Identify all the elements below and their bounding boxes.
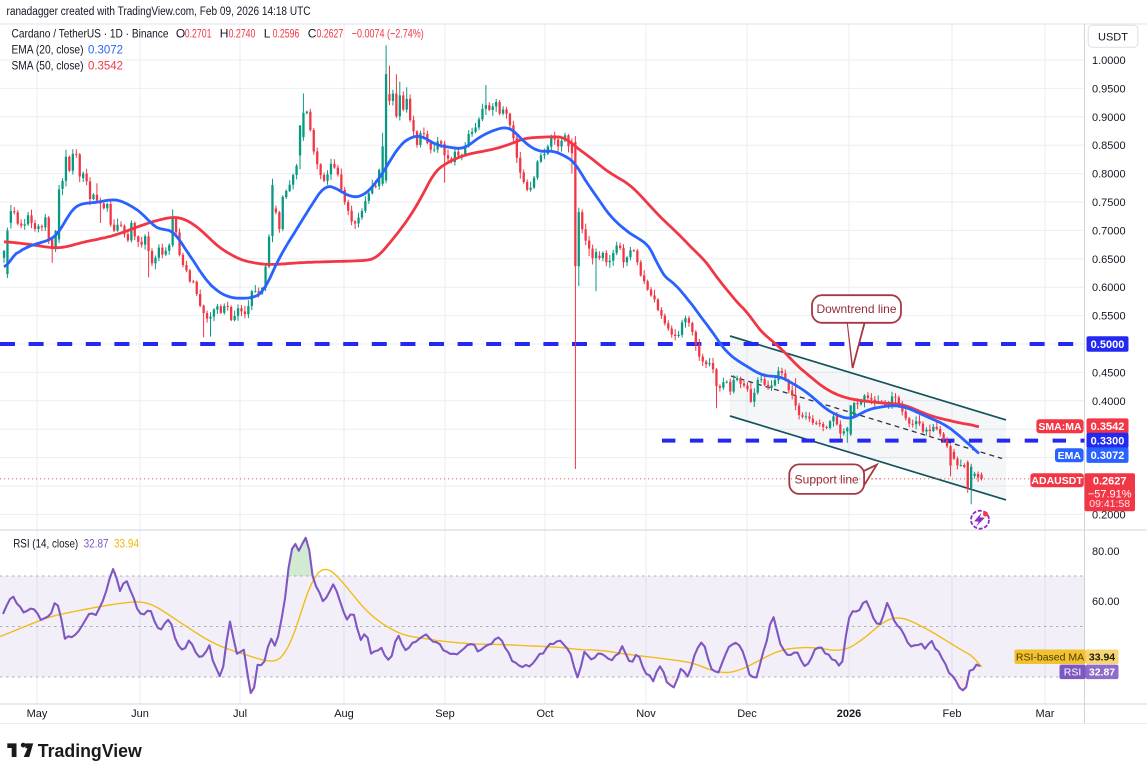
svg-text:0.8500: 0.8500	[1092, 140, 1126, 152]
svg-text:Feb: Feb	[943, 708, 962, 720]
svg-text:RSI-based MA: RSI-based MA	[1016, 651, 1084, 663]
svg-text:0.3300: 0.3300	[1091, 436, 1125, 448]
svg-text:RSI: RSI	[1064, 666, 1082, 678]
svg-text:2026: 2026	[837, 708, 861, 720]
svg-text:Sep: Sep	[435, 708, 455, 720]
svg-text:0.5000: 0.5000	[1091, 339, 1125, 351]
svg-text:80.00: 80.00	[1092, 546, 1120, 558]
svg-text:RSI (14, close): RSI (14, close)	[13, 537, 78, 551]
svg-text:0.3072: 0.3072	[88, 43, 123, 57]
svg-text:ranadagger created with Tradin: ranadagger created with TradingView.com,…	[7, 6, 311, 18]
svg-text:L: L	[264, 27, 271, 41]
svg-text:0.7000: 0.7000	[1092, 225, 1126, 237]
svg-text:Support line: Support line	[795, 472, 859, 486]
svg-text:O: O	[176, 27, 185, 41]
svg-text:USDT: USDT	[1098, 32, 1128, 44]
svg-text:0.7500: 0.7500	[1092, 197, 1126, 209]
svg-text:−57.91%: −57.91%	[1088, 489, 1132, 501]
svg-text:SMA (50, close): SMA (50, close)	[12, 59, 84, 73]
svg-text:0.3072: 0.3072	[1091, 450, 1125, 462]
svg-text:0.2596: 0.2596	[273, 27, 300, 41]
svg-text:0.2701: 0.2701	[185, 27, 212, 41]
svg-text:Oct: Oct	[536, 708, 553, 720]
svg-text:May: May	[27, 708, 48, 720]
svg-text:0.2740: 0.2740	[229, 27, 256, 41]
svg-text:TradingView: TradingView	[38, 740, 143, 761]
svg-text:ADAUSDT: ADAUSDT	[1031, 475, 1083, 487]
svg-text:09:41:58: 09:41:58	[1089, 498, 1130, 510]
svg-text:Jun: Jun	[131, 708, 149, 720]
svg-text:32.87: 32.87	[1089, 666, 1115, 678]
svg-text:EMA (20, close): EMA (20, close)	[12, 43, 84, 57]
svg-text:0.6500: 0.6500	[1092, 254, 1126, 266]
svg-text:C: C	[308, 27, 317, 41]
svg-text:0.3542: 0.3542	[88, 59, 123, 73]
svg-text:Downtrend line: Downtrend line	[816, 302, 896, 316]
svg-text:0.9500: 0.9500	[1092, 83, 1126, 95]
svg-text:H: H	[220, 27, 229, 41]
svg-text:33.94: 33.94	[1089, 651, 1115, 663]
svg-text:SMA:MA: SMA:MA	[1038, 421, 1082, 433]
svg-text:0.4500: 0.4500	[1092, 367, 1126, 379]
svg-text:0.5500: 0.5500	[1092, 311, 1126, 323]
svg-text:Mar: Mar	[1036, 708, 1055, 720]
svg-text:0.6000: 0.6000	[1092, 282, 1126, 294]
svg-text:0.8000: 0.8000	[1092, 169, 1126, 181]
svg-text:0.2000: 0.2000	[1092, 509, 1126, 521]
svg-text:1.0000: 1.0000	[1092, 55, 1126, 67]
svg-text:32.87: 32.87	[84, 537, 109, 551]
svg-text:33.94: 33.94	[114, 537, 139, 551]
svg-text:0.3542: 0.3542	[1091, 421, 1125, 433]
svg-text:Dec: Dec	[737, 708, 757, 720]
svg-text:0.2627: 0.2627	[1093, 476, 1127, 488]
svg-text:Cardano / TetherUS · 1D · Bina: Cardano / TetherUS · 1D · Binance	[12, 27, 169, 41]
svg-text:Jul: Jul	[233, 708, 247, 720]
svg-text:60.00: 60.00	[1092, 596, 1120, 608]
svg-text:0.2627: 0.2627	[317, 27, 344, 41]
svg-text:Nov: Nov	[636, 708, 656, 720]
svg-text:0.4000: 0.4000	[1092, 396, 1126, 408]
svg-text:Aug: Aug	[334, 708, 354, 720]
svg-text:EMA: EMA	[1058, 450, 1082, 462]
svg-text:0.9000: 0.9000	[1092, 112, 1126, 124]
svg-text:−0.0074 (−2.74%): −0.0074 (−2.74%)	[352, 27, 424, 41]
